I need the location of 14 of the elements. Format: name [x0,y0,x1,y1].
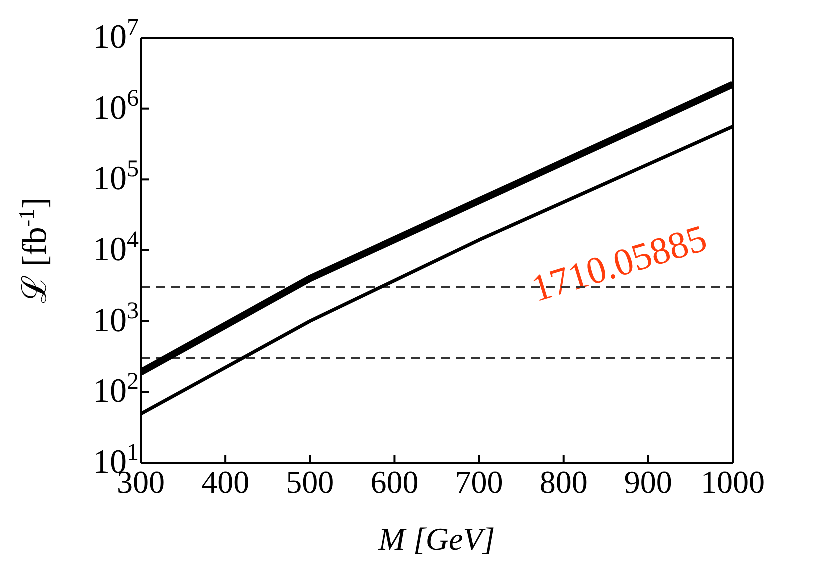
y-tick-label: 10$^{5}$ [93,156,139,198]
x-tick-label: 400 [202,464,250,500]
x-tick-label: 500 [286,464,334,500]
x-tick-label: 1000 [701,464,765,500]
x-tick-label: 800 [540,464,588,500]
x-axis-title: M [GeV] [378,521,496,557]
y-tick-label: 10$^{7}$ [93,15,139,56]
x-tick-label: 700 [455,464,504,500]
y-tick-label: 10$^{2}$ [93,369,139,410]
y-tick-label: 10$^{6}$ [93,86,139,127]
y-tick-label: 10$^{4}$ [93,228,139,268]
y-tick-label: 10$^{3}$ [93,298,139,340]
x-tick-label: 900 [624,464,672,500]
x-tick-label: 600 [370,464,419,500]
